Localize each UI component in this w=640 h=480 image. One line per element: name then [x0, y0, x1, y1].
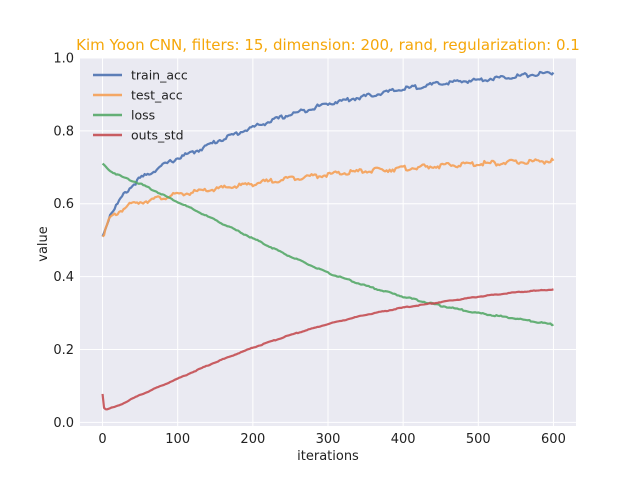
y-tick-label: 0.2: [53, 343, 74, 358]
y-tick-label: 1.0: [53, 52, 74, 67]
series-layer: [101, 70, 555, 411]
chart-title: Kim Yoon CNN, filters: 15, dimension: 20…: [76, 36, 580, 54]
x-tick-label: 500: [466, 432, 491, 447]
legend-label-train-acc: train_acc: [131, 68, 188, 83]
x-tick-label: 0: [98, 432, 106, 447]
legend-label-loss: loss: [131, 108, 155, 123]
x-tick-label: 400: [391, 432, 416, 447]
series-line-test-acc: [101, 157, 555, 238]
legend-label-test-acc: test_acc: [131, 88, 183, 103]
x-tick-label: 300: [316, 432, 341, 447]
y-tick-label: 0.4: [53, 270, 74, 285]
series-line-outs-std: [101, 288, 554, 411]
y-tick-label: 0.0: [53, 416, 74, 431]
x-tick-label: 600: [541, 432, 566, 447]
y-axis-ticks: 0.0 0.2 0.4 0.6 0.8 1.0: [53, 52, 74, 431]
x-tick-label: 200: [240, 432, 265, 447]
legend-label-outs-std: outs_std: [131, 128, 184, 143]
x-tick-label: 100: [165, 432, 190, 447]
grid: [80, 57, 576, 426]
series-line-loss: [101, 162, 554, 327]
x-axis-label: iterations: [297, 449, 359, 464]
series-line-train-acc: [101, 70, 555, 237]
x-axis-ticks: 0 100 200 300 400 500 600: [98, 432, 565, 447]
y-axis-label: value: [36, 226, 51, 262]
y-tick-label: 0.6: [53, 197, 74, 212]
y-tick-label: 0.8: [53, 124, 74, 139]
